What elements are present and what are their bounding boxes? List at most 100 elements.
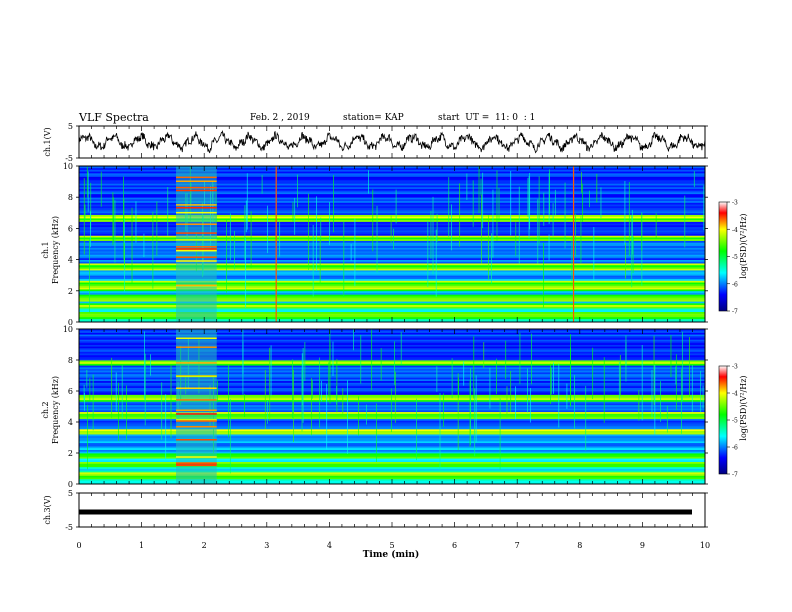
- ch2-spectrogram-row: [79, 368, 705, 371]
- ch1-colorbar-tick-label: -4: [732, 227, 738, 234]
- ch2-spectrogram-row: [79, 449, 705, 452]
- ch1-spectrogram-row: [79, 235, 705, 238]
- ch2-spectrogram-row: [79, 404, 705, 407]
- ch2-spectrogram-row: [79, 420, 705, 423]
- ch1-spectrogram-row: [79, 228, 705, 231]
- ch2-spectrogram-row: [79, 382, 705, 385]
- ch2-spectrogram-row: [79, 442, 705, 445]
- ch1-spectrogram-burst-band: [176, 256, 217, 258]
- ch2-spectrogram-row: [79, 466, 705, 469]
- ch1-spectrogram-row: [79, 306, 705, 309]
- ch1-spectrogram-row: [79, 224, 705, 228]
- ch2-spectrogram-row: [79, 396, 705, 399]
- ch2-spectrogram-row: [79, 418, 705, 421]
- ch1-spectrogram-ytick-label: 2: [68, 287, 73, 296]
- ch1-spectrogram-row: [79, 221, 705, 224]
- ch2-spectrogram-row: [79, 335, 705, 339]
- ch1-spectrogram-ytick-label: 8: [68, 193, 73, 202]
- ch1-spectrogram-row: [79, 304, 705, 307]
- ch2-spectrogram-ytick-label: 8: [68, 356, 73, 365]
- ch2-spectrogram-row: [79, 471, 705, 475]
- ch1-colorbar-label: log(PSD)(V²/Hz): [739, 213, 748, 278]
- ch1-spectrogram-row: [79, 198, 705, 202]
- ch1-spectrogram-row: [79, 212, 705, 215]
- ch2-spectrogram-row: [79, 377, 705, 380]
- ch2-spectrogram-row: [79, 456, 705, 459]
- ch2-spectrogram-row: [79, 468, 705, 471]
- ch1-spectrogram-row: [79, 249, 705, 252]
- ch1-colorbar-tick-label: -3: [732, 200, 738, 207]
- ch2-spectrogram-row: [79, 440, 705, 444]
- ch2-spectrogram-image: [79, 329, 705, 484]
- x-tick-label: 3: [264, 541, 269, 550]
- ch1-spectrogram-row: [79, 242, 705, 245]
- ch2-spectrogram-row: [79, 409, 705, 413]
- ch3-voltage-ylabel: ch.3(V): [43, 495, 52, 524]
- ch1-spectrogram-row: [79, 302, 705, 306]
- ch1-spectrogram-row: [79, 223, 705, 226]
- ch2-spectrogram-row: [79, 389, 705, 392]
- ch2-spec-ylabel-freq: Frequency (kHz): [51, 376, 60, 444]
- ch1-spectrogram-row: [79, 172, 705, 176]
- x-axis-label: Time (min): [363, 549, 420, 560]
- date-label: Feb. 2 , 2019: [250, 113, 310, 123]
- ch1-spectrogram-row: [79, 290, 705, 293]
- ch1-spectrogram-burst-band: [176, 245, 217, 248]
- ch1-spectrogram-row: [79, 230, 705, 233]
- ch1-spectrogram-row: [79, 216, 705, 219]
- ch1-spectrogram-ytick-label: 6: [68, 224, 73, 233]
- ch2-spectrogram-ytick-label: 6: [68, 387, 73, 396]
- ch2-spectrogram-burst-band: [176, 438, 217, 441]
- ch1-spectrogram-burst-band: [176, 211, 217, 214]
- ch1-spectrogram-burst-band: [176, 189, 217, 192]
- ch1-colorbar-tick-label: -6: [732, 281, 738, 288]
- ch2-spectrogram-burst-band: [176, 362, 217, 364]
- ch2-spectrogram-row: [79, 465, 705, 468]
- ch1-spectrogram-row: [79, 204, 705, 207]
- ch2-spectrogram-row: [79, 475, 705, 478]
- ch2-spectrogram-row: [79, 351, 705, 354]
- ch2-spectrogram-row: [79, 437, 705, 440]
- ch2-spectrogram-burst: [176, 329, 217, 484]
- ch2-colorbar-tick-label: -3: [732, 364, 738, 371]
- ch1-spectrogram-row: [79, 179, 705, 182]
- ch1-spectrogram-row: [79, 176, 705, 179]
- ch2-spectrogram-row: [79, 444, 705, 447]
- ch1-spectrogram-row: [79, 214, 705, 217]
- ch2-spectrogram-row: [79, 380, 705, 383]
- ch1-voltage-ytick-label: -5: [65, 154, 73, 163]
- ch2-spectrogram-ytick-label: 10: [63, 325, 73, 334]
- ch1-spectrogram-row: [79, 287, 705, 290]
- ch2-spectrogram-burst-band: [176, 409, 217, 411]
- ch1-spectrogram-burst-band: [176, 223, 217, 225]
- ch2-spectrogram-row: [79, 344, 705, 347]
- ch2-spectrogram-row: [79, 356, 705, 359]
- ch2-spectrogram-row: [79, 363, 705, 366]
- ch1-spectrogram-row: [79, 278, 705, 281]
- ch1-voltage-ytick-label: 5: [68, 122, 73, 131]
- ch2-spectrogram-row: [79, 411, 705, 414]
- x-tick-label: 6: [452, 541, 457, 550]
- ch1-spectrogram-row: [79, 174, 705, 177]
- ch1-spectrogram-row: [79, 276, 705, 280]
- ch2-spectrogram-burst-band: [176, 456, 217, 458]
- ch1-spectrogram-row: [79, 256, 705, 259]
- ch2-spectrogram-row: [79, 425, 705, 428]
- ch2-colorbar-tick-label: -4: [732, 391, 738, 398]
- ch1-spectrogram-row: [79, 181, 705, 184]
- ch1-spectrogram-burst-band: [176, 176, 217, 179]
- ch2-spectrogram-row: [79, 378, 705, 382]
- ch2-colorbar: -3 -4 -5 -6 -7: [718, 364, 738, 479]
- ch1-spectrogram-ytick-label: 4: [68, 256, 73, 265]
- ch2-spectrogram-row: [79, 403, 705, 406]
- start-time-label: start UT = 11: 0 : 1: [438, 113, 536, 123]
- ch1-spectrogram-row: [79, 273, 705, 276]
- ch1-spectrogram-row: [79, 244, 705, 247]
- ch1-spectrogram-row: [79, 185, 705, 188]
- ch1-spectrogram-burst-band: [176, 180, 217, 183]
- ch2-colorbar-label: log(PSD)(V²/Hz): [739, 375, 748, 440]
- ch1-spectrogram-row: [79, 252, 705, 255]
- ch2-spectrogram-row: [79, 346, 705, 349]
- ch1-spectrogram-row: [79, 218, 705, 221]
- ch2-spectrogram-row: [79, 415, 705, 418]
